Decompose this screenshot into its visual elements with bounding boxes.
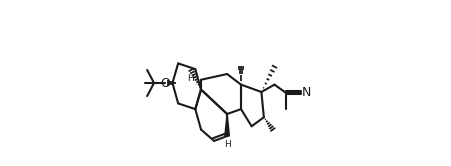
Text: H: H (224, 140, 230, 149)
Text: O: O (160, 77, 170, 89)
Text: H: H (187, 74, 194, 83)
Polygon shape (225, 114, 230, 136)
Text: N: N (302, 86, 311, 99)
